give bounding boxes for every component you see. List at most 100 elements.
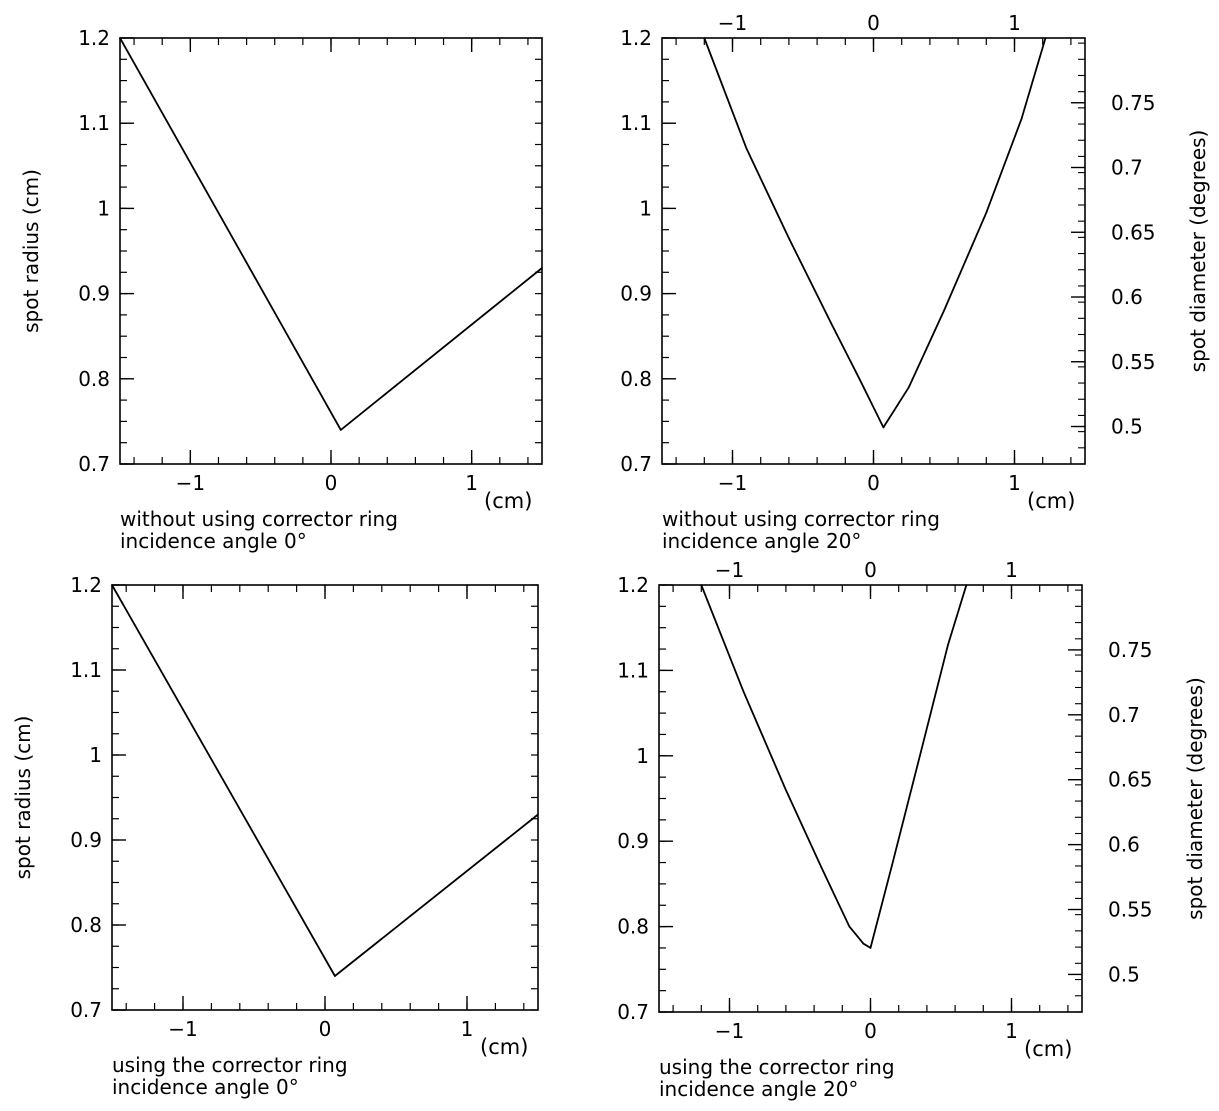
x-unit-label: (cm) [1027,489,1075,513]
data-point [742,690,745,693]
y-tick-label: 1.1 [617,658,649,682]
y-tick-label: 1 [636,744,649,768]
y-tick-label: 0.7 [78,452,110,476]
data-point [869,947,872,949]
right-axis-label: spot diameter (degrees) [1183,677,1207,920]
caption-line: incidence angle 20° [662,529,861,553]
x-tick-label: 0 [867,471,880,495]
x-tick-label: 0 [864,1019,877,1043]
x-tick-label: −1 [718,471,747,495]
caption-line: using the corrector ring [659,1055,895,1079]
x-tick-label: 1 [1005,1019,1018,1043]
y-tick-label: 1.2 [70,573,102,597]
y-tick-label: 0.9 [620,282,652,306]
x-tick-label: −1 [176,471,205,495]
right-tick-label: 0.75 [1111,91,1156,115]
right-tick-label: 0.6 [1111,285,1143,309]
series-line-p4 [700,584,968,949]
x-tick-label: 1 [461,1017,474,1041]
x-tick-label: 1 [1008,471,1021,495]
y-tick-label: 0.8 [620,367,652,391]
data-point [882,426,885,429]
plot-frame [111,584,539,1011]
right-tick-label: 0.75 [1108,638,1153,662]
data-point [907,386,910,389]
data-point [1044,37,1047,39]
caption-line: incidence angle 20° [659,1077,858,1101]
y-axis-label: spot radius (cm) [11,716,35,880]
y-tick-label: 1.1 [78,111,110,135]
data-point [985,211,988,214]
right-tick-label: 0.5 [1111,415,1143,439]
right-axis-label: spot diameter (degrees) [1186,130,1210,373]
data-point [537,813,539,816]
right-tick-label: 0.7 [1108,703,1140,727]
x-unit-label: (cm) [484,489,532,513]
right-tick-label: 0.65 [1108,768,1153,792]
y-tick-label: 1.1 [70,658,102,682]
data-point [700,584,703,586]
y-tick-label: 0.7 [617,1000,649,1024]
right-tick-label: 0.6 [1108,833,1140,857]
right-tick-label: 0.65 [1111,220,1156,244]
y-tick-label: 0.9 [617,829,649,853]
x-tick-label: 0 [325,471,338,495]
data-point [862,942,865,945]
plot-frame [661,37,1086,465]
data-point [848,925,851,928]
caption-line: without using corrector ring [120,507,398,531]
x-tick-label: 1 [465,471,478,495]
data-point [785,789,787,791]
caption-line: incidence angle 0° [112,1075,299,1099]
y-tick-label: 1.2 [617,573,649,597]
data-point [943,309,945,312]
y-tick-label: 0.9 [78,282,110,306]
chart-panel-p2: −1 −1 0 0 1 1 0.7 0.8 0.9 1 1.1 1.2 0.5 0.55 0.6 0.65 0.… [620,11,1210,553]
top-x-tick-label: −1 [718,11,747,35]
chart-panel-p3: −1 0 1 0.7 0.8 0.9 1 1.1 1.2 spot radius (cm) (cm)… [11,573,539,1099]
caption-line: incidence angle 0° [120,529,307,553]
plot-frame [119,37,543,465]
series-line-p3 [111,584,539,977]
data-point [745,147,748,150]
caption-line: using the corrector ring [112,1053,348,1077]
x-unit-label: (cm) [1024,1037,1072,1061]
x-unit-label: (cm) [480,1035,528,1059]
right-tick-label: 0.7 [1111,156,1143,180]
y-tick-label: 1.1 [620,111,652,135]
data-point [890,866,893,868]
data-point [703,37,706,39]
top-x-tick-label: 0 [867,11,880,35]
series-line-p1 [119,37,543,431]
data-point [334,975,336,977]
data-point [788,237,790,240]
y-tick-label: 0.8 [70,913,102,937]
y-tick-label: 1 [639,196,652,220]
data-point [965,584,968,586]
y-tick-label: 0.7 [620,452,652,476]
data-point [340,429,342,431]
data-point [820,866,822,868]
data-point [111,584,113,586]
caption-line: without using corrector ring [662,507,940,531]
chart-panel-p4: −1 −1 0 0 1 1 0.7 0.8 0.9 1 1.1 1.2 0.5 0.55 0.6 0.65 0.… [617,558,1207,1101]
x-tick-label: −1 [715,1019,744,1043]
top-x-tick-label: −1 [715,558,744,582]
y-tick-label: 0.7 [70,998,102,1022]
y-axis-label: spot radius (cm) [19,169,43,333]
right-tick-label: 0.55 [1108,898,1153,922]
data-point [119,37,121,39]
x-tick-label: 0 [319,1017,332,1041]
x-tick-label: −1 [168,1017,197,1041]
series-line-p2 [703,37,1047,429]
top-x-tick-label: 0 [864,558,877,582]
y-tick-label: 1.2 [78,26,110,50]
y-tick-label: 0.9 [70,828,102,852]
top-x-tick-label: 1 [1008,11,1021,35]
chart-panel-p1: −1 0 1 0.7 0.8 0.9 1 1.1 1.2 spot radius (cm) (cm)… [19,26,543,553]
right-tick-label: 0.55 [1111,350,1156,374]
y-tick-label: 1.2 [620,26,652,50]
data-point [919,755,921,757]
y-tick-label: 0.8 [78,367,110,391]
